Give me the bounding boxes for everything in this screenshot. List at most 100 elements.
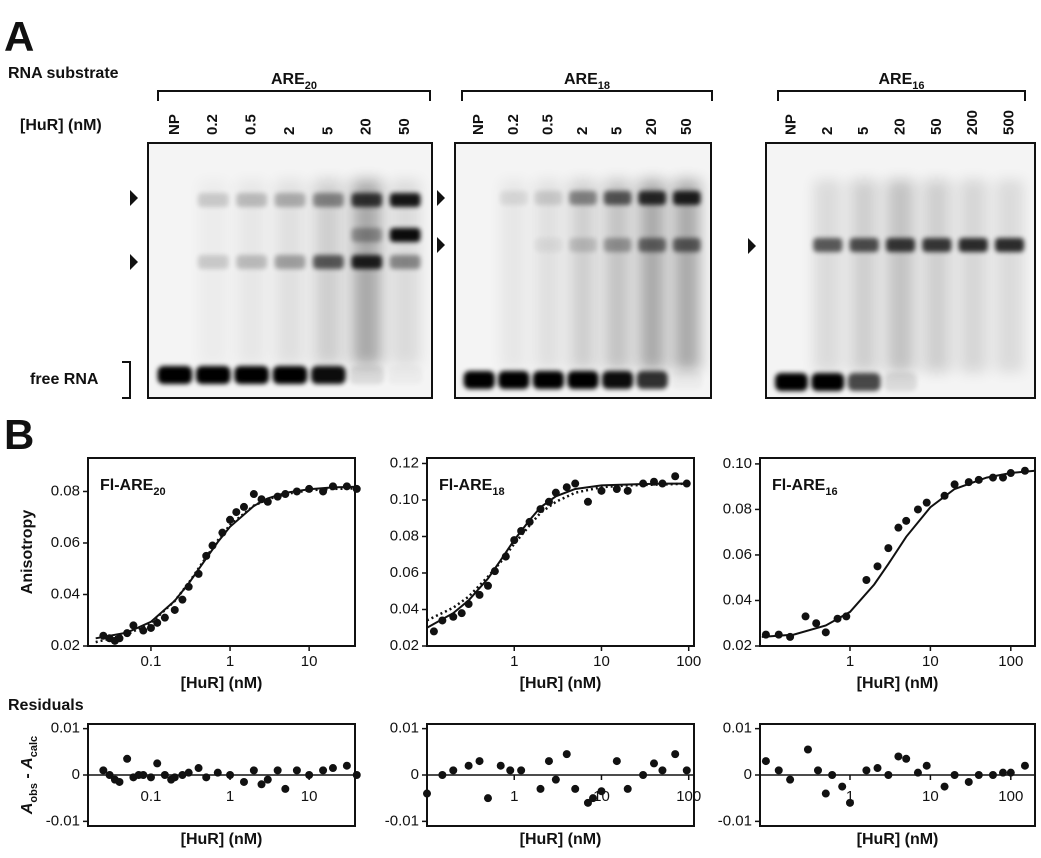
y-tick-label: 0.04 bbox=[51, 585, 80, 602]
gel-band bbox=[638, 191, 667, 205]
data-point bbox=[292, 766, 301, 775]
x-axis-label: [HuR] (nM) bbox=[181, 675, 263, 692]
complex-arrowhead bbox=[130, 190, 138, 206]
data-point bbox=[623, 486, 632, 495]
data-point bbox=[562, 483, 571, 492]
data-point bbox=[352, 771, 361, 779]
y-axis-label-subscript: calc bbox=[28, 736, 40, 757]
lane-label: 2 bbox=[819, 127, 836, 135]
free-rna-band bbox=[463, 371, 495, 389]
data-point bbox=[873, 562, 882, 571]
free-rna-band bbox=[671, 371, 702, 389]
data-point bbox=[884, 544, 893, 553]
data-point bbox=[263, 775, 272, 784]
data-point bbox=[1006, 768, 1015, 777]
x-tick-label: 10 bbox=[301, 653, 318, 670]
gel-band bbox=[274, 193, 306, 207]
data-point bbox=[170, 605, 179, 614]
gel-smear bbox=[813, 180, 842, 372]
x-axis-label: [HuR] (nM) bbox=[857, 831, 939, 848]
gel-band bbox=[885, 238, 916, 252]
gel-lanes bbox=[775, 180, 1025, 391]
data-point bbox=[178, 595, 187, 604]
gel-band bbox=[389, 255, 421, 269]
x-tick-label: 1 bbox=[846, 788, 854, 805]
gel-band bbox=[603, 191, 632, 205]
free-rna-band bbox=[567, 371, 599, 389]
x-tick-label: 10 bbox=[922, 788, 939, 805]
data-point bbox=[475, 590, 484, 599]
data-point bbox=[761, 757, 770, 766]
data-point bbox=[146, 773, 155, 782]
data-point bbox=[1020, 761, 1029, 770]
gel-smear bbox=[237, 180, 267, 365]
gel-band bbox=[313, 255, 344, 269]
data-point bbox=[571, 784, 580, 793]
data-point bbox=[571, 479, 580, 488]
data-point bbox=[838, 782, 847, 791]
data-point bbox=[457, 609, 466, 618]
lane-label: 5 bbox=[855, 127, 872, 135]
data-point bbox=[786, 775, 795, 784]
gel-title: ARE20 bbox=[271, 71, 317, 92]
lane-label: 0.5 bbox=[539, 114, 556, 135]
data-point bbox=[974, 771, 983, 779]
fit-curve bbox=[426, 482, 689, 622]
lane-label: NP bbox=[782, 114, 799, 135]
chart-title-text: Fl-ARE bbox=[772, 477, 826, 494]
data-point bbox=[623, 784, 632, 793]
complex-arrowhead bbox=[437, 190, 445, 206]
y-tick-label: 0.10 bbox=[723, 455, 752, 472]
gel-smear bbox=[995, 180, 1024, 372]
free-rna-band bbox=[775, 373, 808, 391]
data-point bbox=[536, 784, 545, 793]
lane-label: 0.5 bbox=[243, 114, 260, 135]
x-tick-label: 1 bbox=[846, 653, 854, 670]
x-tick-label: 10 bbox=[593, 653, 610, 670]
data-point bbox=[551, 775, 560, 784]
gel-band bbox=[922, 238, 952, 252]
gel-band bbox=[569, 191, 597, 205]
data-point bbox=[862, 766, 871, 775]
y-tick-label: 0.04 bbox=[723, 591, 752, 608]
gel-bracket bbox=[777, 90, 1026, 101]
data-point bbox=[257, 780, 266, 789]
concentration-label: [HuR] (nM) bbox=[20, 117, 102, 134]
lane-label: 0.2 bbox=[204, 114, 221, 135]
complex-arrowhead bbox=[130, 254, 138, 270]
panel-label: A bbox=[4, 13, 34, 60]
complex-arrowhead bbox=[748, 238, 756, 254]
data-point bbox=[612, 757, 621, 766]
y-tick-label: 0.02 bbox=[390, 637, 419, 654]
data-point bbox=[988, 771, 997, 779]
x-axis-label: [HuR] (nM) bbox=[181, 831, 263, 848]
data-point bbox=[862, 575, 871, 584]
gel-band bbox=[236, 193, 267, 207]
gel-title-subscript: 16 bbox=[912, 80, 924, 92]
data-point bbox=[562, 750, 571, 759]
chart-title-subscript: 18 bbox=[492, 486, 504, 498]
gel-smear bbox=[959, 180, 988, 372]
lane-label: 20 bbox=[358, 118, 375, 135]
y-tick-label: -0.01 bbox=[718, 812, 752, 829]
plot-frame bbox=[759, 457, 1036, 647]
data-point bbox=[423, 789, 431, 798]
data-point bbox=[821, 789, 830, 798]
data-point bbox=[828, 771, 837, 779]
data-point bbox=[801, 612, 810, 621]
lane-label: 500 bbox=[1001, 110, 1018, 135]
gel-band bbox=[389, 193, 421, 207]
gel-band bbox=[389, 228, 421, 242]
gel-title-subscript: 20 bbox=[305, 80, 317, 92]
data-point bbox=[184, 768, 193, 777]
free-rna-band bbox=[602, 371, 634, 389]
lane-label: 50 bbox=[928, 118, 945, 135]
gel-band bbox=[197, 193, 229, 207]
data-point bbox=[213, 768, 222, 777]
data-point bbox=[774, 766, 783, 775]
data-point bbox=[589, 794, 598, 803]
gel-bracket bbox=[461, 90, 713, 101]
y-axis-label-part: - bbox=[19, 769, 36, 783]
gel-smear bbox=[850, 180, 878, 372]
data-point bbox=[319, 766, 328, 775]
